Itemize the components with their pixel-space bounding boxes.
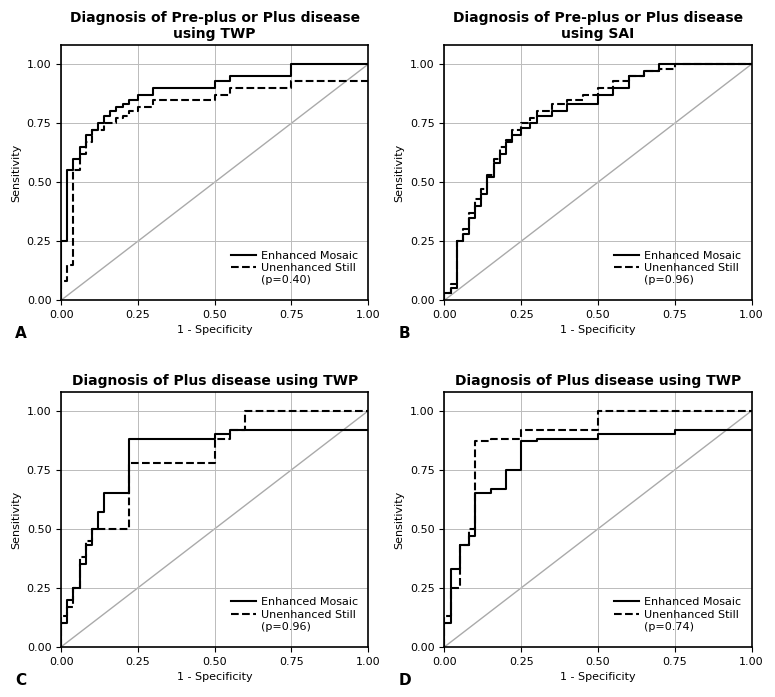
Legend: Enhanced Mosaic, Unenhanced Still, (p=0.74): Enhanced Mosaic, Unenhanced Still, (p=0.… <box>610 593 746 636</box>
X-axis label: 1 - Specificity: 1 - Specificity <box>560 325 635 335</box>
Text: D: D <box>398 673 411 688</box>
Text: C: C <box>15 673 26 688</box>
X-axis label: 1 - Specificity: 1 - Specificity <box>177 672 253 682</box>
Legend: Enhanced Mosaic, Unenhanced Still, (p=0.40): Enhanced Mosaic, Unenhanced Still, (p=0.… <box>226 246 363 289</box>
Title: Diagnosis of Pre-plus or Plus disease
using TWP: Diagnosis of Pre-plus or Plus disease us… <box>70 11 360 41</box>
Text: A: A <box>15 326 27 341</box>
Y-axis label: Sensitivity: Sensitivity <box>11 490 21 549</box>
Legend: Enhanced Mosaic, Unenhanced Still, (p=0.96): Enhanced Mosaic, Unenhanced Still, (p=0.… <box>226 593 363 636</box>
Title: Diagnosis of Plus disease using TWP: Diagnosis of Plus disease using TWP <box>455 374 741 388</box>
Y-axis label: Sensitivity: Sensitivity <box>394 490 405 549</box>
Legend: Enhanced Mosaic, Unenhanced Still, (p=0.96): Enhanced Mosaic, Unenhanced Still, (p=0.… <box>610 246 746 289</box>
Title: Diagnosis of Plus disease using TWP: Diagnosis of Plus disease using TWP <box>71 374 358 388</box>
Y-axis label: Sensitivity: Sensitivity <box>11 144 21 202</box>
X-axis label: 1 - Specificity: 1 - Specificity <box>560 672 635 682</box>
Text: B: B <box>398 326 410 341</box>
X-axis label: 1 - Specificity: 1 - Specificity <box>177 325 253 335</box>
Title: Diagnosis of Pre-plus or Plus disease
using SAI: Diagnosis of Pre-plus or Plus disease us… <box>453 11 743 41</box>
Y-axis label: Sensitivity: Sensitivity <box>394 144 405 202</box>
